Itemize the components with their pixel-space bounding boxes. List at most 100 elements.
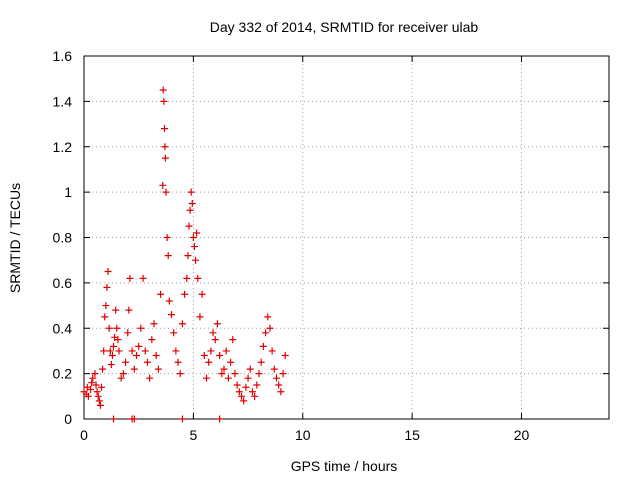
data-point <box>193 229 201 237</box>
data-point <box>137 324 145 332</box>
data-point <box>93 388 101 396</box>
data-point <box>164 252 172 260</box>
data-point <box>281 351 289 359</box>
data-point <box>240 397 248 405</box>
data-point <box>238 392 245 400</box>
y-tick-label: 0.6 <box>53 275 73 291</box>
data-point <box>126 274 134 282</box>
data-point <box>96 401 104 409</box>
data-point <box>216 351 224 359</box>
data-point <box>94 392 102 400</box>
data-point <box>185 222 193 230</box>
x-tick-label: 20 <box>514 427 530 443</box>
data-point <box>181 290 189 298</box>
data-point <box>251 392 259 400</box>
data-point <box>216 415 224 423</box>
y-tick-label: 1.4 <box>53 93 73 109</box>
data-point <box>150 320 158 328</box>
y-tick-label: 1.2 <box>53 139 73 155</box>
data-point <box>235 388 243 396</box>
data-point <box>268 347 276 355</box>
data-point <box>130 365 138 373</box>
y-tick-label: 1 <box>64 184 72 200</box>
data-point <box>198 290 206 298</box>
data-point <box>119 370 127 378</box>
data-point <box>242 383 250 391</box>
data-point <box>165 297 173 305</box>
data-point <box>128 347 136 355</box>
data-point <box>266 324 274 332</box>
y-tick-label: 0.4 <box>53 320 73 336</box>
data-point <box>88 379 96 387</box>
data-point <box>277 388 285 396</box>
data-point <box>122 358 130 366</box>
data-point <box>196 313 204 321</box>
data-point <box>117 374 125 382</box>
data-point <box>110 342 118 350</box>
data-point <box>154 365 162 373</box>
data-point <box>275 381 283 389</box>
data-point <box>224 374 232 382</box>
data-point <box>189 234 197 241</box>
data-point <box>87 386 95 394</box>
data-point <box>112 306 120 314</box>
data-point <box>163 234 171 241</box>
data-point <box>192 256 200 264</box>
data-point <box>168 311 175 319</box>
grid-lines <box>84 56 609 419</box>
data-point <box>160 97 168 105</box>
data-point <box>229 336 237 344</box>
y-tick-label: 0.8 <box>53 230 73 246</box>
data-point <box>92 381 100 389</box>
data-point <box>157 290 165 298</box>
data-point <box>113 324 121 332</box>
y-axis-title: SRMTID / TECUs <box>7 183 23 293</box>
data-point <box>255 370 263 378</box>
data-point <box>187 188 195 196</box>
data-point <box>231 370 239 378</box>
data-point <box>178 320 186 328</box>
data-point <box>130 415 138 423</box>
x-tick-labels: 0 5 10 15 20 <box>80 427 529 443</box>
data-point <box>114 336 122 344</box>
data-point <box>161 143 169 151</box>
data-point <box>159 181 167 189</box>
data-point <box>125 306 133 314</box>
data-point <box>170 329 178 337</box>
data-point <box>194 274 202 282</box>
data-point <box>218 370 226 378</box>
data-point <box>273 374 280 382</box>
data-point <box>172 347 180 355</box>
data-point <box>209 329 217 337</box>
data-point <box>257 358 265 366</box>
data-point <box>188 199 196 207</box>
data-point <box>104 268 112 276</box>
x-tick-label: 10 <box>295 427 311 443</box>
data-point <box>146 374 154 382</box>
data-point <box>133 351 140 359</box>
data-point <box>248 388 256 396</box>
data-point <box>253 381 261 389</box>
data-point <box>220 365 228 373</box>
x-tick-label: 15 <box>404 427 420 443</box>
data-point <box>205 358 213 366</box>
data-point <box>161 125 168 133</box>
data-point <box>100 347 108 355</box>
data-point <box>222 347 230 355</box>
data-point <box>270 365 278 373</box>
data-point <box>178 415 186 423</box>
data-point <box>279 370 287 378</box>
x-tick-label: 5 <box>189 427 197 443</box>
data-point <box>161 154 169 162</box>
data-point <box>183 274 191 282</box>
data-point <box>135 342 143 350</box>
data-point <box>244 374 252 382</box>
data-points <box>80 86 289 423</box>
data-point <box>124 329 132 337</box>
data-point <box>259 342 267 350</box>
data-point <box>115 347 123 355</box>
data-point <box>159 86 167 94</box>
y-tick-labels: 0 0.2 0.4 0.6 0.8 1 1.2 1.4 1.6 <box>53 48 73 427</box>
chart-title: Day 332 of 2014, SRMTID for receiver ula… <box>210 19 479 35</box>
data-point <box>107 361 115 369</box>
